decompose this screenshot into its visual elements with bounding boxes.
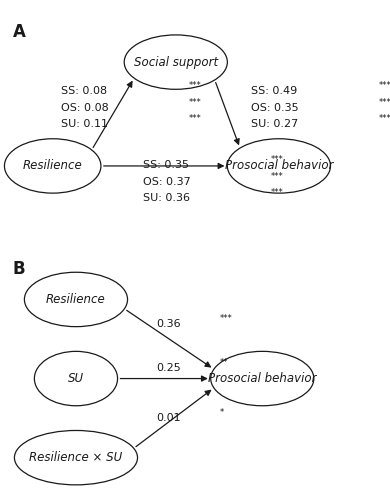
Text: OS: 0.37: OS: 0.37 bbox=[142, 176, 190, 186]
Text: SS: 0.35: SS: 0.35 bbox=[142, 160, 188, 170]
Ellipse shape bbox=[211, 352, 314, 406]
Text: ***: *** bbox=[270, 188, 283, 197]
Ellipse shape bbox=[124, 35, 227, 90]
Ellipse shape bbox=[227, 138, 330, 193]
Ellipse shape bbox=[4, 138, 101, 193]
Ellipse shape bbox=[25, 272, 128, 326]
Text: B: B bbox=[13, 260, 25, 278]
Text: SU: 0.11: SU: 0.11 bbox=[61, 119, 108, 129]
Text: 0.36: 0.36 bbox=[156, 318, 181, 328]
Text: OS: 0.35: OS: 0.35 bbox=[251, 102, 298, 113]
Ellipse shape bbox=[14, 430, 138, 485]
Text: ***: *** bbox=[378, 82, 390, 90]
Text: ***: *** bbox=[378, 98, 390, 106]
Text: 0.01: 0.01 bbox=[156, 412, 181, 422]
Text: Resilience: Resilience bbox=[46, 293, 106, 306]
Text: SU: SU bbox=[68, 372, 84, 385]
Text: Prosocial behavior: Prosocial behavior bbox=[225, 160, 333, 172]
Text: ***: *** bbox=[270, 172, 283, 181]
Text: ***: *** bbox=[189, 98, 202, 106]
Text: ***: *** bbox=[189, 114, 202, 123]
Text: Resilience × SU: Resilience × SU bbox=[29, 451, 122, 464]
Text: SS: 0.08: SS: 0.08 bbox=[61, 86, 107, 96]
Ellipse shape bbox=[34, 352, 117, 406]
Text: **: ** bbox=[220, 358, 228, 367]
Text: Prosocial behavior: Prosocial behavior bbox=[208, 372, 317, 385]
Text: SS: 0.49: SS: 0.49 bbox=[251, 86, 297, 96]
Text: Social support: Social support bbox=[134, 56, 218, 68]
Text: *: * bbox=[220, 408, 224, 416]
Text: Resilience: Resilience bbox=[23, 160, 83, 172]
Text: ***: *** bbox=[270, 156, 283, 164]
Text: ***: *** bbox=[378, 114, 390, 123]
Text: 0.25: 0.25 bbox=[156, 363, 181, 373]
Text: ***: *** bbox=[220, 314, 232, 322]
Text: ***: *** bbox=[189, 82, 202, 90]
Text: A: A bbox=[13, 22, 26, 40]
Text: OS: 0.08: OS: 0.08 bbox=[61, 102, 109, 113]
Text: SU: 0.36: SU: 0.36 bbox=[142, 193, 190, 203]
Text: SU: 0.27: SU: 0.27 bbox=[251, 119, 298, 129]
